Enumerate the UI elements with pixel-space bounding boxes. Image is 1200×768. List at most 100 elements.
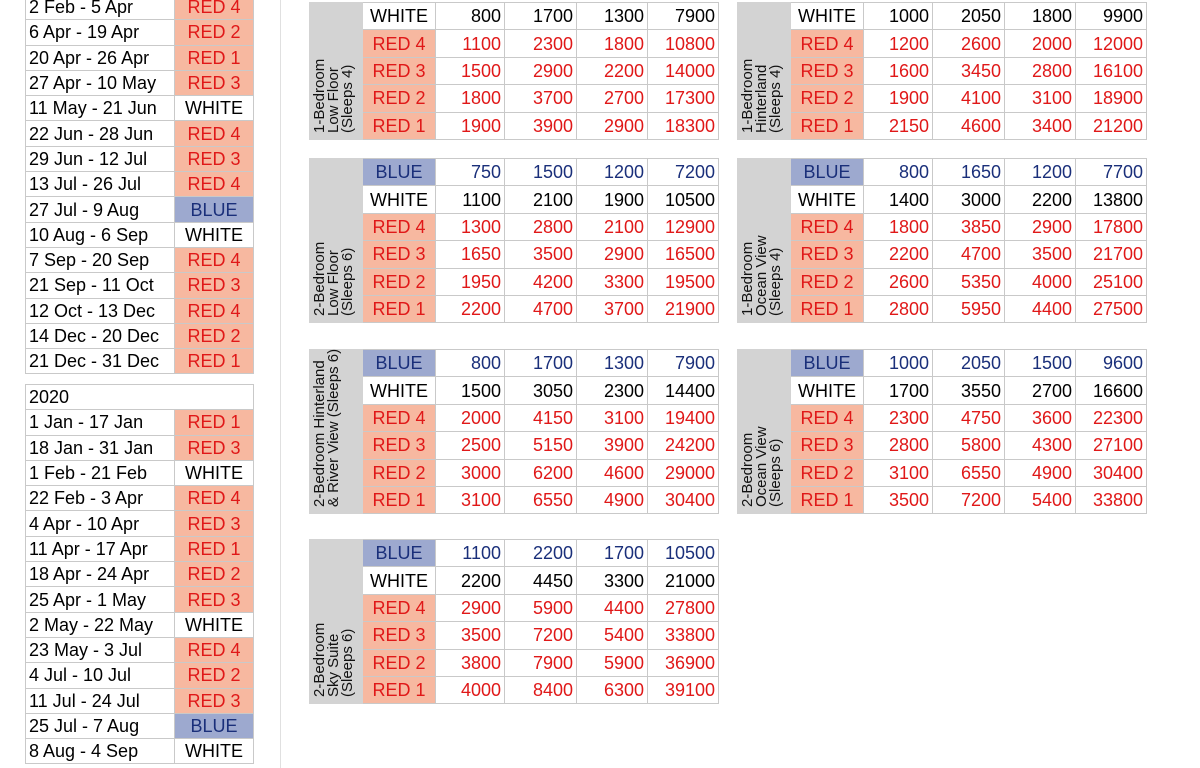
calendar-row: 18 Apr - 24 Apr RED 2	[25, 561, 254, 588]
price-cell: 2300	[863, 403, 933, 433]
price-row: RED 4 2000 4150 3100 19400	[310, 403, 719, 433]
price-row: RED 4 1800 3850 2900 17800	[738, 212, 1147, 242]
price-cell: 2200	[863, 240, 933, 269]
price-cell: 13800	[1075, 185, 1147, 214]
price-cell: 25100	[1075, 267, 1147, 296]
price-cell: 1500	[435, 376, 505, 405]
price-cell: 4150	[504, 403, 577, 433]
price-block-2br-hinterland-river: 2-Bedroom Hinterland & River View (Sleeps…	[309, 348, 719, 515]
date-range: 18 Apr - 24 Apr	[25, 561, 175, 588]
price-cell: 24200	[647, 431, 719, 460]
price-row: RED 4 1200 2600 2000 12000	[738, 29, 1147, 58]
price-cell: 1100	[435, 29, 505, 58]
price-cell: 2800	[504, 212, 577, 242]
price-cell: 5950	[932, 294, 1005, 324]
price-cell: 1000	[863, 348, 933, 378]
price-cell: 27800	[647, 593, 719, 623]
season-badge-red-4: RED 4	[362, 593, 436, 623]
unit-type-line: (Sleeps 6)	[767, 438, 784, 508]
unit-type-label: 2-Bedroom Ocean View (Sleeps 6)	[737, 348, 791, 515]
price-cell: 10500	[647, 185, 719, 214]
calendar-row: 4 Apr - 10 Apr RED 3	[25, 510, 254, 537]
date-range: 23 May - 3 Jul	[25, 636, 175, 664]
season-badge-blue: BLUE	[790, 348, 864, 378]
season-badge-blue: BLUE	[790, 157, 864, 187]
price-row: RED 2 1900 4100 3100 18900	[738, 84, 1147, 113]
price-cell: 6200	[504, 458, 577, 487]
date-range: 11 May - 21 Jun	[25, 95, 175, 122]
price-cell: 7900	[647, 1, 719, 31]
price-cell: 3800	[435, 648, 505, 677]
price-cell: 4100	[932, 84, 1005, 113]
price-cell: 1800	[435, 84, 505, 113]
price-cell: 36900	[647, 648, 719, 677]
date-range: 1 Feb - 21 Feb	[25, 459, 175, 487]
season-badge-red-3: RED 3	[174, 510, 254, 537]
price-row: 2-Bedroom Low Floor (Sleeps 6) BLUE 750 1500 1…	[309, 157, 719, 324]
price-cell: 3900	[504, 111, 577, 140]
season-badge-red-4: RED 4	[362, 212, 436, 242]
price-cell: 2800	[863, 294, 933, 324]
season-badge-red-3: RED 3	[174, 586, 254, 613]
price-cell: 1900	[863, 84, 933, 113]
season-badge-white: WHITE	[362, 376, 436, 405]
price-cell: 16100	[1075, 56, 1147, 86]
season-badge-red-1: RED 1	[362, 111, 436, 140]
calendar-row: 2 May - 22 May WHITE	[25, 611, 254, 638]
date-range: 6 Apr - 19 Apr	[25, 19, 175, 46]
price-row: RED 3 1650 3500 2900 16500	[310, 240, 719, 269]
price-cell: 3700	[504, 84, 577, 113]
price-cell: 2100	[504, 185, 577, 214]
date-range: 25 Jul - 7 Aug	[25, 712, 175, 740]
price-cell: 3000	[435, 458, 505, 487]
calendar-row: 2 Feb - 5 Apr RED 4	[25, 0, 254, 21]
price-cell: 2900	[504, 56, 577, 86]
price-cell: 3050	[504, 376, 577, 405]
price-cell: 2050	[932, 1, 1005, 31]
price-cell: 7900	[647, 348, 719, 378]
unit-type-line: (Sleeps 4)	[767, 247, 784, 317]
calendar-row: 10 Aug - 6 Sep WHITE	[25, 221, 254, 248]
price-cell: 2900	[1004, 212, 1076, 242]
price-cell: 3550	[932, 376, 1005, 405]
season-badge-red-4: RED 4	[362, 403, 436, 433]
price-cell: 2500	[435, 431, 505, 460]
price-cell: 1900	[435, 111, 505, 140]
price-cell: 2300	[504, 29, 577, 58]
price-cell: 2050	[932, 348, 1005, 378]
price-cell: 4000	[435, 675, 505, 705]
price-cell: 2100	[576, 212, 648, 242]
price-cell: 1000	[863, 1, 933, 31]
price-row: RED 2 3100 6550 4900 30400	[738, 458, 1147, 487]
price-row: RED 3 2200 4700 3500 21700	[738, 240, 1147, 269]
column-divider	[280, 0, 281, 768]
season-badge-red-1: RED 1	[174, 44, 254, 71]
price-cell: 4400	[576, 593, 648, 623]
date-range: 22 Jun - 28 Jun	[25, 120, 175, 147]
season-badge-red-3: RED 3	[174, 145, 254, 173]
season-badge-red-3: RED 3	[790, 431, 864, 460]
calendar-row: 23 May - 3 Jul RED 4	[25, 636, 254, 664]
calendar-row: 11 Jul - 24 Jul RED 3	[25, 687, 254, 714]
unit-type-text: 1-Bedroom Ocean View (Sleeps 4)	[739, 160, 784, 317]
calendar-row: 14 Dec - 20 Dec RED 2	[25, 322, 254, 350]
price-row: RED 2 3000 6200 4600 29000	[310, 458, 719, 487]
price-cell: 21700	[1075, 240, 1147, 269]
price-cell: 1100	[435, 185, 505, 214]
date-range: 22 Feb - 3 Apr	[25, 485, 175, 512]
calendar-row: 29 Jun - 12 Jul RED 3	[25, 145, 254, 173]
season-badge-red-1: RED 1	[174, 535, 254, 563]
price-row: RED 4 2300 4750 3600 22300	[738, 403, 1147, 433]
price-cell: 4750	[932, 403, 1005, 433]
season-badge-red-4: RED 4	[790, 212, 864, 242]
price-cell: 3300	[576, 566, 648, 595]
price-row: WHITE 1400 3000 2200 13800	[738, 185, 1147, 214]
price-cell: 2600	[932, 29, 1005, 58]
price-row: WHITE 1500 3050 2300 14400	[310, 376, 719, 405]
price-cell: 1300	[576, 348, 648, 378]
season-badge-white: WHITE	[362, 1, 436, 31]
price-cell: 3400	[1004, 111, 1076, 140]
season-badge-red-4: RED 4	[174, 297, 254, 324]
price-cell: 3100	[1004, 84, 1076, 113]
price-row: RED 2 1950 4200 3300 19500	[310, 267, 719, 296]
